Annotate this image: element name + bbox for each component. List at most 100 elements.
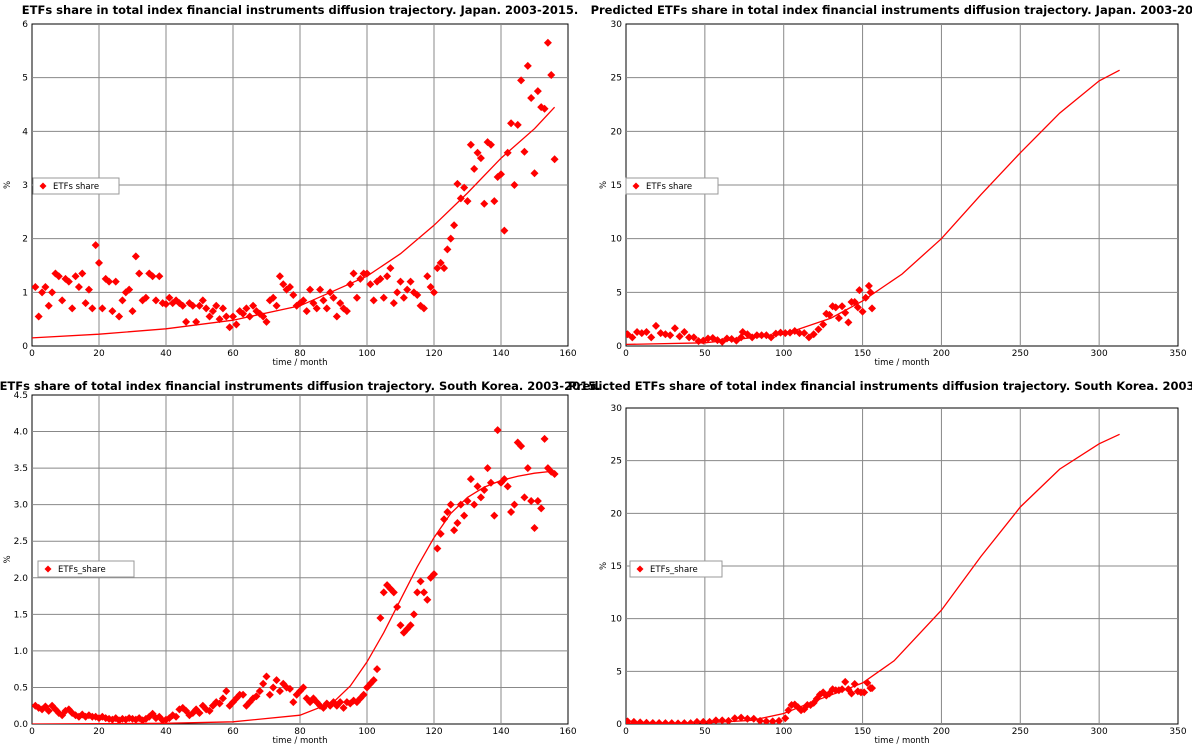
- data-point: [860, 688, 869, 697]
- y-tick-label: 3: [22, 181, 28, 191]
- data-point: [369, 296, 378, 305]
- data-point: [737, 713, 746, 722]
- data-point: [218, 304, 227, 313]
- data-point: [128, 307, 137, 316]
- data-point: [41, 702, 50, 711]
- data-point: [105, 277, 114, 286]
- data-point: [450, 526, 459, 535]
- data-point: [319, 703, 328, 712]
- legend-marker-diamond: [44, 565, 52, 573]
- chart-title: ETFs share in total index financial inst…: [22, 3, 578, 17]
- data-point: [440, 264, 449, 273]
- data-point: [249, 301, 258, 310]
- data-point: [229, 698, 237, 707]
- data-point: [730, 714, 739, 723]
- y-tick-label: 1.0: [14, 647, 29, 657]
- y-tick-label: 0.0: [14, 720, 29, 730]
- data-point: [530, 524, 539, 533]
- data-point: [172, 712, 181, 721]
- data-point: [262, 317, 271, 326]
- data-point: [416, 577, 425, 586]
- y-tick-label: 20: [611, 509, 623, 519]
- data-point: [527, 497, 536, 506]
- data-point: [322, 699, 331, 708]
- data-point: [229, 312, 237, 321]
- data-point: [366, 280, 375, 289]
- y-tick-label: 0: [616, 342, 622, 352]
- data-point: [373, 665, 382, 674]
- y-tick-label: 0.5: [14, 683, 28, 693]
- y-tick-label: 25: [611, 457, 622, 467]
- data-point: [838, 302, 847, 311]
- y-axis-label: %: [3, 181, 13, 189]
- x-axis-label: time / month: [272, 358, 327, 368]
- data-point: [797, 706, 806, 715]
- legend-marker-diamond: [632, 182, 640, 190]
- x-tick-label: 60: [227, 727, 239, 737]
- data-point: [98, 304, 107, 313]
- data-point: [269, 683, 278, 692]
- data-point: [222, 687, 231, 696]
- legend-label: ETFs share: [53, 182, 99, 192]
- x-tick-label: 20: [93, 727, 105, 737]
- data-point: [446, 234, 455, 243]
- data-point: [689, 333, 698, 342]
- data-point: [81, 299, 90, 308]
- data-point: [44, 706, 53, 715]
- data-point: [51, 705, 60, 714]
- data-point: [352, 293, 361, 302]
- data-point: [58, 296, 67, 305]
- data-point: [296, 687, 304, 696]
- data-point: [841, 677, 850, 686]
- data-point: [533, 87, 542, 96]
- data-point: [486, 140, 495, 149]
- data-point: [858, 307, 867, 316]
- data-point: [436, 258, 445, 267]
- data-point: [165, 293, 174, 302]
- data-point: [473, 148, 482, 157]
- data-point: [507, 119, 516, 128]
- legend-marker-diamond: [39, 182, 47, 190]
- data-point: [547, 70, 556, 79]
- data-point: [819, 320, 828, 329]
- y-tick-label: 0: [616, 720, 622, 730]
- data-point: [319, 296, 328, 305]
- y-tick-label: 2.0: [14, 574, 29, 584]
- data-point: [517, 442, 526, 451]
- data-point: [825, 310, 834, 319]
- data-point: [138, 716, 147, 724]
- data-point: [814, 325, 823, 334]
- data-point: [262, 672, 271, 681]
- data-point: [800, 705, 809, 714]
- data-point: [507, 507, 516, 516]
- data-point: [670, 324, 679, 333]
- x-tick-label: 350: [1169, 727, 1186, 737]
- data-point: [84, 285, 93, 294]
- data-point: [279, 280, 288, 289]
- data-point: [473, 482, 482, 491]
- data-point: [406, 277, 415, 286]
- data-point: [78, 269, 87, 278]
- data-point: [225, 323, 234, 332]
- x-axis-label: time / month: [874, 358, 929, 368]
- data-point: [460, 183, 469, 192]
- data-point: [68, 304, 77, 313]
- data-point: [470, 164, 479, 173]
- data-point: [855, 286, 864, 295]
- chart-svg: ETFs share of total index financial inst…: [0, 379, 600, 746]
- data-point: [48, 288, 57, 297]
- data-point: [389, 299, 398, 308]
- x-tick-label: 150: [854, 727, 871, 737]
- y-tick-label: 25: [611, 74, 622, 84]
- data-point: [847, 689, 856, 698]
- data-point: [666, 331, 675, 340]
- data-point: [550, 469, 559, 478]
- data-point: [399, 293, 408, 302]
- data-point: [135, 269, 144, 278]
- x-tick-label: 350: [1169, 349, 1186, 359]
- data-point: [540, 434, 549, 443]
- data-point: [675, 332, 684, 341]
- data-point: [520, 147, 529, 156]
- data-point: [289, 291, 298, 300]
- data-point: [376, 613, 385, 622]
